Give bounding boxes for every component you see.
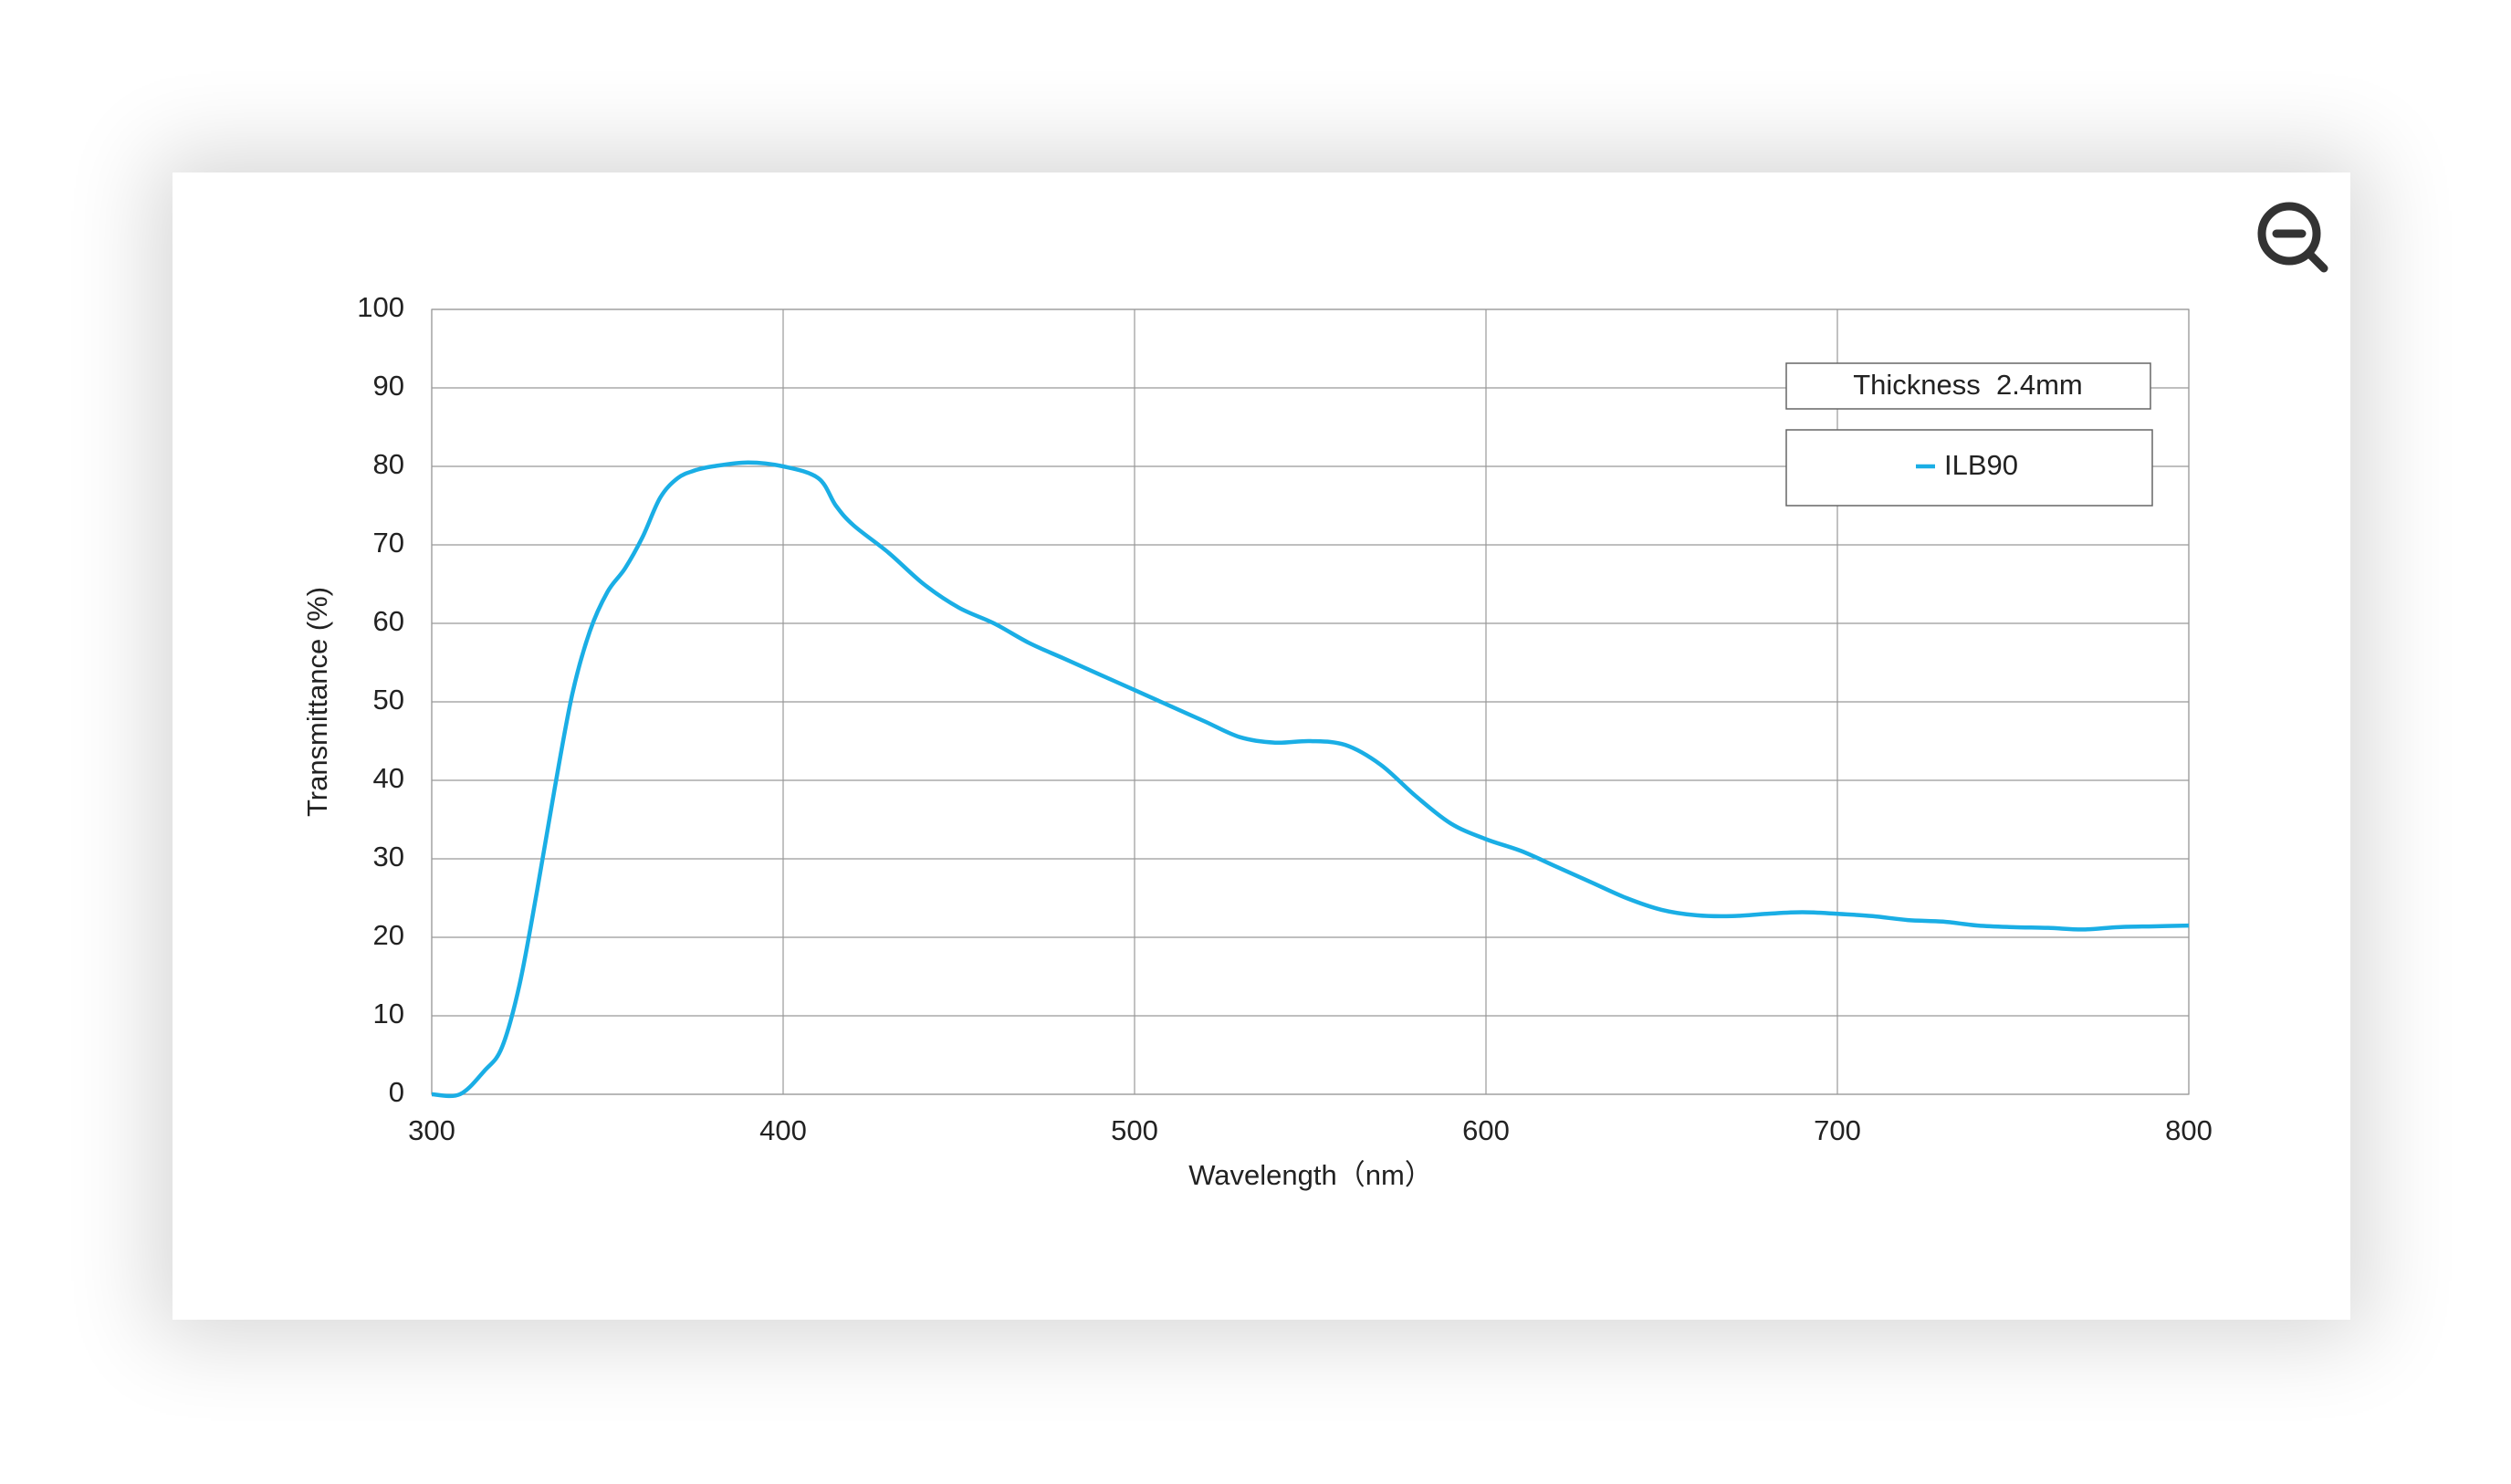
y-tick-label: 90 xyxy=(373,370,404,402)
y-tick-label: 70 xyxy=(373,527,404,559)
y-tick-label: 30 xyxy=(373,841,404,873)
legend-title-box xyxy=(1785,362,2151,410)
y-axis-label: Transmittance (%) xyxy=(301,587,333,817)
y-tick-label: 50 xyxy=(373,684,404,716)
zoom-handle[interactable] xyxy=(2305,249,2328,273)
y-tick-label: 40 xyxy=(373,762,404,794)
zoom-icon[interactable] xyxy=(2257,202,2328,273)
x-tick-label: 400 xyxy=(759,1114,807,1146)
data-line xyxy=(431,460,2190,1099)
x-tick-label: 300 xyxy=(408,1114,455,1146)
legend-label: ILB90 xyxy=(1944,449,2018,481)
x-tick-label: 600 xyxy=(1462,1114,1510,1146)
legend-box xyxy=(1785,429,2153,507)
legend-title: Thickness 2.4mm xyxy=(1853,369,2083,401)
y-tick-label: 100 xyxy=(357,291,404,323)
y-tick-label: 60 xyxy=(373,605,404,637)
y-tick-label: 10 xyxy=(373,998,404,1029)
x-tick-label: 700 xyxy=(1814,1114,1861,1146)
x-tick-label: 800 xyxy=(2165,1114,2213,1146)
x-axis-label: Wavelength（nm） xyxy=(1188,1159,1433,1191)
y-tick-label: 20 xyxy=(373,919,404,951)
x-tick-label: 500 xyxy=(1111,1114,1158,1146)
zoom-circle[interactable] xyxy=(2257,202,2321,266)
plot-frame xyxy=(431,308,2190,1095)
y-tick-label: 80 xyxy=(373,448,404,480)
y-tick-label: 0 xyxy=(389,1076,404,1108)
